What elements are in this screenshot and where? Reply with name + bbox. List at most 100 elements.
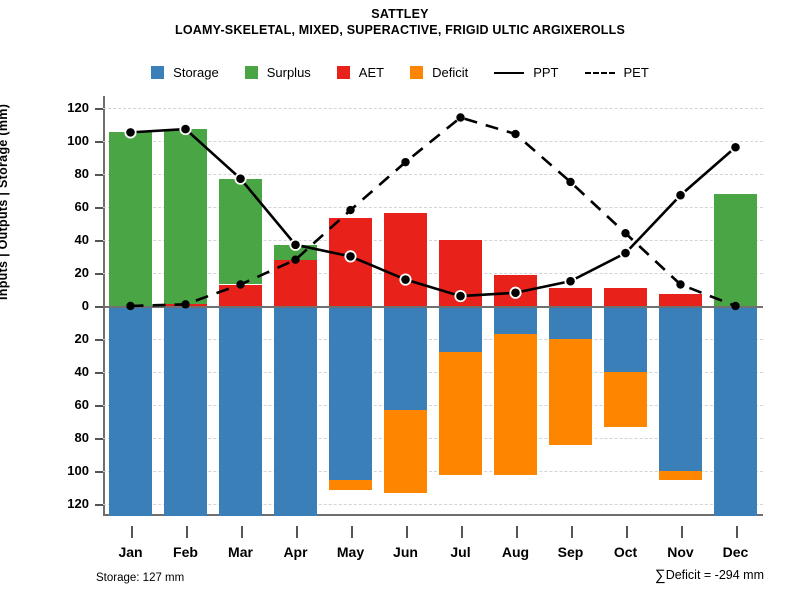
y-tick-label: 80 <box>74 430 89 446</box>
y-tick-mark <box>95 107 103 110</box>
bar-deficit-may <box>329 479 372 490</box>
bar-deficit-sep <box>549 339 592 445</box>
y-axis-label: Inputs | Outputs | Storage (mm) <box>0 103 10 300</box>
bar-deficit-nov <box>659 471 702 480</box>
x-tick-mark <box>515 526 518 538</box>
deficit-note: ∑Deficit = -294 mm <box>655 567 764 584</box>
y-tick-mark <box>95 239 103 242</box>
x-tick-mark <box>625 526 628 538</box>
y-tick-mark <box>95 504 103 507</box>
legend-swatch-surplus <box>244 66 258 79</box>
bar-storage-jul <box>439 306 482 353</box>
y-tick-label: 0 <box>81 298 89 313</box>
gridline <box>103 372 763 374</box>
x-tick-label-nov: Nov <box>667 544 694 560</box>
legend-swatch-deficit <box>410 66 424 79</box>
bar-surplus-dec <box>714 193 757 306</box>
y-tick-mark <box>95 438 103 441</box>
bar-aet-mar <box>219 284 262 306</box>
marker-pet-jan <box>126 301 135 311</box>
y-tick-label: 120 <box>67 496 89 512</box>
marker-ppt-feb <box>179 122 192 136</box>
x-tick-mark <box>680 526 683 538</box>
title-line-1: SATTLEY <box>371 7 429 21</box>
marker-pet-apr <box>291 255 300 264</box>
x-tick-mark <box>405 526 408 538</box>
legend-line-pet <box>584 66 615 79</box>
marker-pet-jul <box>456 113 465 122</box>
marker-pet-sep <box>566 177 575 187</box>
x-tick-mark <box>240 526 243 538</box>
marker-ppt-dec <box>729 141 742 154</box>
y-tick-mark <box>95 306 103 308</box>
gridline <box>103 239 763 241</box>
y-tick-mark <box>95 140 103 143</box>
line-ppt <box>130 127 737 298</box>
bar-deficit-jun <box>384 410 427 493</box>
y-tick-label: 100 <box>67 132 89 148</box>
x-tick-mark <box>350 526 353 538</box>
bar-storage-feb <box>164 306 207 516</box>
bar-deficit-aug <box>494 334 537 475</box>
title-line-2: LOAMY-SKELETAL, MIXED, SUPERACTIVE, FRIG… <box>175 23 625 37</box>
legend-label-ppt: PPT <box>533 65 559 80</box>
bar-storage-oct <box>604 306 647 373</box>
legend-swatch-aet <box>336 66 350 79</box>
x-tick-label-apr: Apr <box>283 544 308 560</box>
bar-storage-jun <box>384 306 427 411</box>
x-tick-label-jun: Jun <box>393 544 418 560</box>
gridline <box>103 471 763 473</box>
marker-pet-oct <box>621 229 630 238</box>
legend-label-deficit: Deficit <box>432 65 469 80</box>
y-tick-mark <box>95 405 103 408</box>
bar-deficit-jul <box>439 352 482 475</box>
y-tick-label: 80 <box>74 165 89 181</box>
gridline <box>103 405 763 407</box>
chart-legend: Storage Surplus AET Deficit PPT PET <box>0 65 800 80</box>
marker-pet-feb <box>181 300 190 309</box>
gridline <box>103 438 763 440</box>
legend-label-surplus: Surplus <box>266 65 311 80</box>
y-tick-label: 60 <box>74 198 89 214</box>
bar-surplus-feb <box>164 129 207 305</box>
x-tick-label-jul: Jul <box>450 544 471 560</box>
y-tick-mark <box>95 372 103 375</box>
marker-ppt-nov <box>674 189 687 202</box>
marker-ppt-may <box>344 250 357 263</box>
gridline <box>103 107 763 109</box>
bar-storage-apr <box>274 306 317 516</box>
bar-storage-may <box>329 306 372 480</box>
x-tick-label-dec: Dec <box>722 544 749 560</box>
gridline <box>103 272 763 274</box>
x-tick-mark <box>130 526 133 538</box>
bar-surplus-apr <box>274 244 317 260</box>
bar-storage-mar <box>219 306 262 516</box>
line-series-layer <box>124 113 742 311</box>
sigma-symbol: ∑ <box>655 567 666 584</box>
legend-label-aet: AET <box>358 65 385 80</box>
legend-label-pet: PET <box>623 65 649 80</box>
marker-pet-nov <box>676 280 685 289</box>
bar-aet-jun <box>384 213 427 306</box>
marker-ppt-jan <box>124 126 137 139</box>
marker-ppt-aug <box>509 286 522 299</box>
y-tick-label: 40 <box>74 231 89 247</box>
marker-pet-dec <box>731 301 740 311</box>
legend-label-storage: Storage <box>173 65 219 80</box>
marker-ppt-apr <box>289 238 302 251</box>
bar-deficit-oct <box>604 372 647 427</box>
zero-line <box>103 306 763 308</box>
y-tick-label: 120 <box>67 99 89 115</box>
gridline <box>103 504 763 506</box>
plot-area: 120 100 80 60 40 20 0 20 40 60 80 100 120 Jan Feb Mar Ap… <box>67 96 763 560</box>
bar-storage-dec <box>714 306 757 516</box>
x-tick-mark <box>735 526 738 538</box>
bar-storage-nov <box>659 306 702 472</box>
y-tick-mark <box>95 272 103 275</box>
x-tick-label-oct: Oct <box>613 544 638 560</box>
bar-aet-oct <box>604 287 647 306</box>
y-tick-label: 100 <box>67 463 89 479</box>
y-tick-mark <box>95 339 103 342</box>
x-tick-label-aug: Aug <box>501 544 530 560</box>
